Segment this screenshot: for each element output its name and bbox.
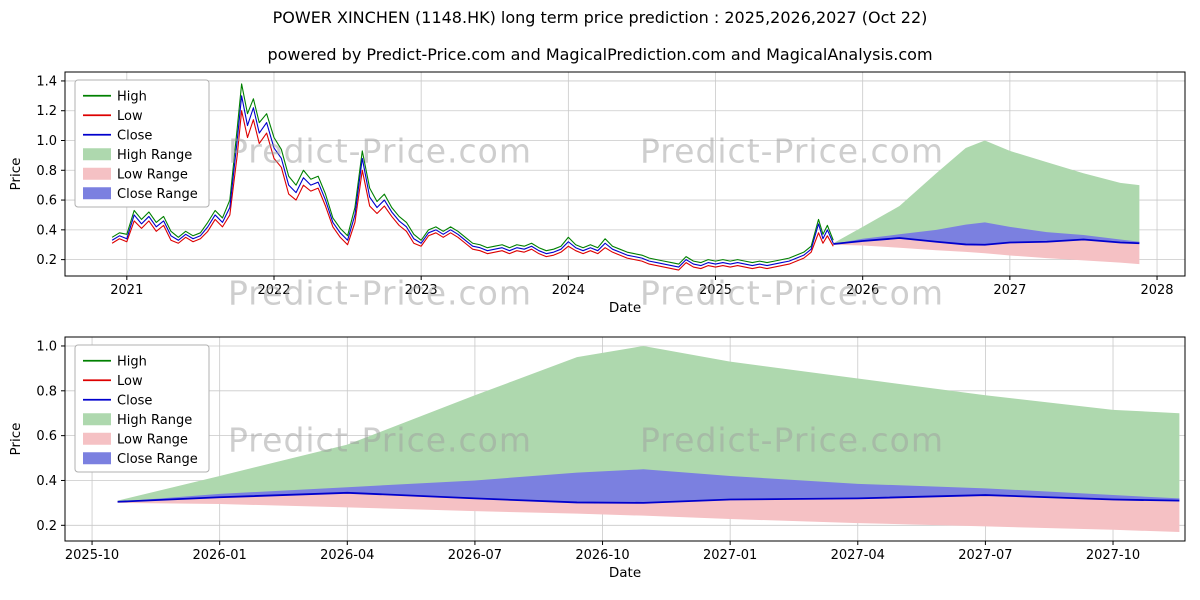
legend-label: Low: [117, 109, 143, 124]
figure-title: POWER XINCHEN (1148.HK) long term price …: [272, 8, 928, 27]
x-tick-label: 2027-07: [958, 548, 1012, 563]
x-tick-label: 2022: [257, 283, 290, 298]
x-tick-label: 2023: [405, 283, 438, 298]
legend-label: Close: [117, 393, 152, 408]
x-tick-label: 2027: [993, 283, 1026, 298]
legend-swatch: [83, 432, 111, 445]
legend-label: Close Range: [117, 452, 198, 467]
close-line: [111, 95, 834, 268]
forecast-close-line: [117, 491, 1180, 504]
x-tick-label: 2028: [1140, 283, 1173, 298]
legend-label: High Range: [117, 413, 192, 428]
x-axis-label: Date: [609, 565, 641, 581]
x-tick-label: 2025: [699, 283, 732, 298]
y-tick-label: 0.6: [36, 194, 57, 209]
x-tick-label: 2025-10: [65, 548, 119, 563]
x-tick-label: 2026: [846, 283, 879, 298]
legend-label: Low: [117, 374, 143, 389]
x-tick-label: 2027-10: [1086, 548, 1140, 563]
x-tick-label: 2027-01: [703, 548, 757, 563]
x-tick-label: 2026-10: [575, 548, 629, 563]
x-tick-label: 2021: [110, 283, 143, 298]
low-line: [111, 110, 834, 271]
y-tick-label: 0.6: [36, 429, 57, 444]
legend-swatch: [83, 148, 111, 161]
y-axis-label: Price: [8, 158, 24, 191]
high-line: [111, 83, 834, 265]
low-range-band: [117, 492, 1180, 533]
y-tick-label: 0.8: [36, 164, 57, 179]
x-tick-label: 2026-04: [320, 548, 374, 563]
plot-border: [64, 336, 1186, 542]
top-chart-title: powered by Predict-Price.com and Magical…: [267, 45, 933, 64]
legend-swatch: [83, 167, 111, 180]
plot-border: [64, 71, 1186, 277]
legend-label: Low Range: [117, 432, 188, 447]
y-tick-label: 1.0: [36, 339, 57, 354]
close-range-band: [833, 222, 1140, 245]
close-range-band: [117, 469, 1180, 503]
x-axis-label: Date: [609, 300, 641, 316]
y-tick-label: 1.0: [36, 134, 57, 149]
y-tick-label: 0.8: [36, 384, 57, 399]
x-tick-label: 2027-04: [831, 548, 885, 563]
forecast-close-line: [833, 237, 1140, 246]
legend-swatch: [83, 413, 111, 426]
high-range-band: [833, 140, 1140, 245]
legend-swatch: [83, 187, 111, 200]
historical-and-forecast-chart: 2021 2022 2023 2024 2025 2026 2027 2028 0.2 0.4 0.…: [8, 71, 1186, 316]
x-tick-label: 2026-01: [193, 548, 247, 563]
legend-label: High Range: [117, 148, 192, 163]
legend-label: High: [117, 89, 147, 104]
legend-label: Close: [117, 128, 152, 143]
legend-label: High: [117, 354, 147, 369]
y-tick-label: 1.4: [36, 74, 57, 89]
forecast-detail-chart: 2025-10 2026-01 2026-04 2026-07 2026-10 2027-…: [8, 336, 1186, 581]
y-tick-label: 0.2: [36, 519, 57, 534]
y-tick-label: 0.2: [36, 253, 57, 268]
x-tick-label: 2024: [552, 283, 585, 298]
y-tick-label: 0.4: [36, 223, 57, 238]
y-tick-label: 0.4: [36, 474, 57, 489]
low-range-band: [833, 238, 1140, 265]
y-axis-label: Price: [8, 423, 24, 456]
legend-swatch: [83, 452, 111, 465]
high-range-band: [117, 345, 1180, 503]
x-tick-label: 2026-07: [448, 548, 502, 563]
legend-label: Low Range: [117, 167, 188, 182]
legend-label: Close Range: [117, 187, 198, 202]
y-tick-label: 1.2: [36, 104, 57, 119]
